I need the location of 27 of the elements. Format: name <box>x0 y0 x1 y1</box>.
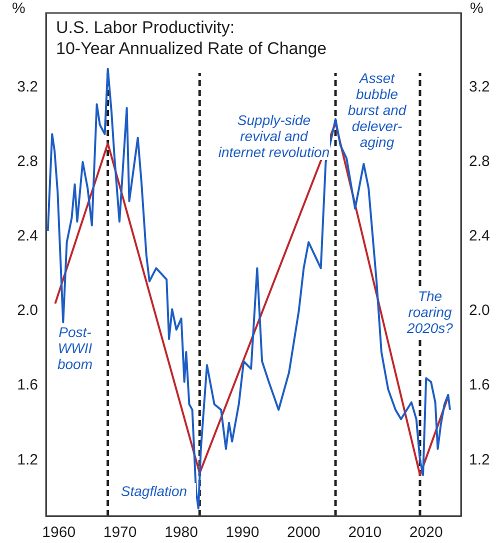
x-tick-label: 1960 <box>42 524 76 542</box>
annotation: Asset bubble burst and delever-aging <box>344 70 410 150</box>
annotation: The roaring 2020s? <box>400 288 460 336</box>
x-tick-label: 1980 <box>164 524 198 542</box>
x-tick-label: 2000 <box>287 524 320 542</box>
x-tick-label: 2020 <box>409 524 443 542</box>
y2-axis-title: % <box>470 0 484 17</box>
y-tick-label: 1.2 <box>17 451 38 468</box>
y-tick-label: 2.4 <box>17 228 38 245</box>
annotation: Post-WWII boom <box>50 324 100 372</box>
y-tick-label: 1.6 <box>17 376 38 394</box>
y-tick-label: 3.2 <box>17 78 38 96</box>
x-tick-label: 1990 <box>226 524 260 542</box>
y2-tick-label: 1.6 <box>469 376 490 394</box>
x-tick-label: 1970 <box>103 524 137 542</box>
y2-tick-label: 3.2 <box>469 78 490 96</box>
y2-tick-label: 2.8 <box>469 153 490 170</box>
y2-tick-label: 2.4 <box>469 228 490 245</box>
y2-tick-label: 2.0 <box>469 302 490 320</box>
x-tick-label: 2010 <box>348 524 382 542</box>
y-tick-label: 2.0 <box>17 302 38 320</box>
annotation: Supply-side revival and internet revolution <box>218 112 330 160</box>
text: U.S. Labor Productivity: 10-Year Annualized Rate of Change <box>56 17 327 59</box>
y-axis-title: % <box>12 0 26 17</box>
annotation: Stagflation <box>112 483 196 499</box>
y-tick-label: 2.8 <box>17 153 38 170</box>
y2-tick-label: 1.2 <box>469 451 490 468</box>
